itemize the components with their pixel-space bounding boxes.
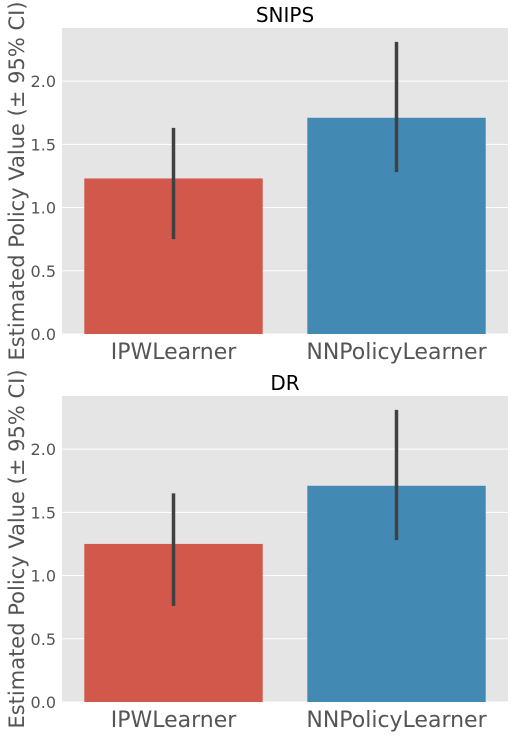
y-tick-label: 1.0 [31,567,56,586]
y-axis-label: Estimated Policy Value (± 95% CI) [5,1,29,360]
x-tick-labels: IPWLearner NNPolicyLearner [111,340,488,365]
bars [84,117,486,335]
y-tick-label: 1.5 [31,135,56,154]
y-tick-label: 0.5 [31,262,56,281]
y-tick-label: 0.5 [31,630,56,649]
chart-title: SNIPS [256,3,314,27]
x-tick-label: IPWLearner [111,708,238,733]
chart-panel-snips: 0.0 0.5 1.0 1.5 2.0 IPWLearner NNPolicyLearne… [5,1,508,365]
y-tick-label: 1.5 [31,503,56,522]
y-axis-label: Estimated Policy Value (± 95% CI) [5,369,29,728]
error-bars [171,41,399,240]
y-tick-labels: 0.0 0.5 1.0 1.5 2.0 [31,440,56,712]
chart-panel-dr: 0.0 0.5 1.0 1.5 2.0 IPWLearner NNPolicyLearne… [5,369,508,733]
y-tick-label: 0.0 [31,693,56,712]
y-tick-label: 0.0 [31,325,56,344]
chart-title: DR [270,371,299,395]
x-tick-label: NNPolicyLearner [306,340,487,365]
y-tick-label: 2.0 [31,72,56,91]
x-tick-label: IPWLearner [111,340,238,365]
y-tick-label: 2.0 [31,440,56,459]
x-tick-labels: IPWLearner NNPolicyLearner [111,708,488,733]
y-tick-label: 1.0 [31,199,56,218]
y-tick-labels: 0.0 0.5 1.0 1.5 2.0 [31,72,56,344]
x-tick-label: NNPolicyLearner [306,708,487,733]
bars [84,485,486,702]
error-bars [171,409,399,606]
